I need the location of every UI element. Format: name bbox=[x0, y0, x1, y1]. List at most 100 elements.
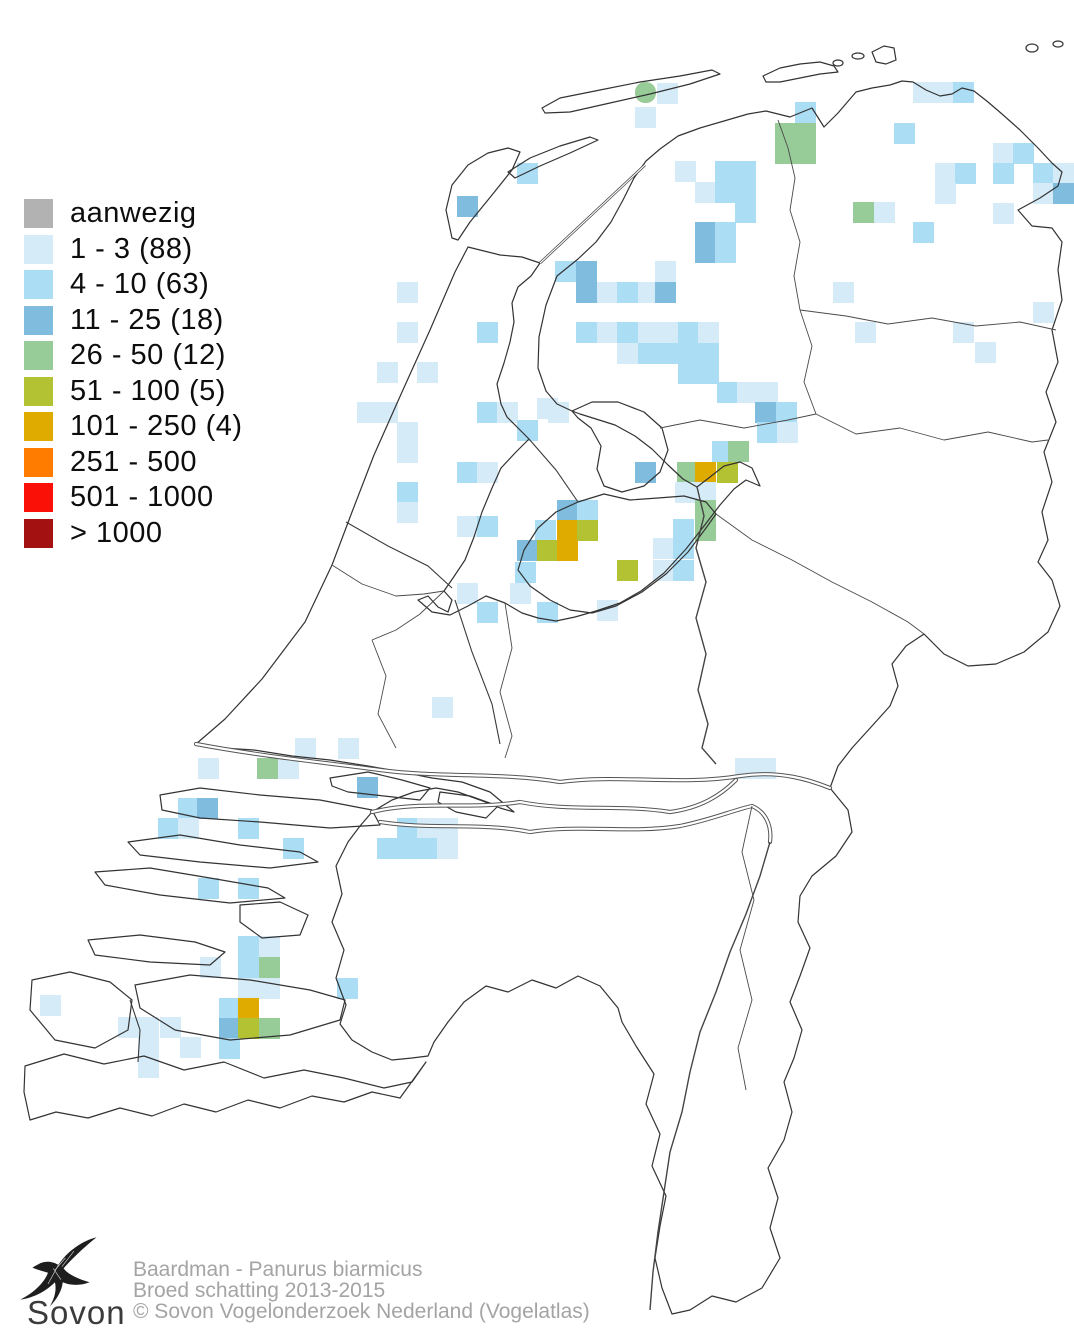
atlas-grid-cell bbox=[397, 442, 418, 463]
species-title: Baardman - Panurus biarmicus bbox=[133, 1258, 423, 1281]
border-groningen-drenthe bbox=[799, 309, 1057, 331]
atlas-grid-cell bbox=[993, 203, 1014, 224]
atlas-grid-cell bbox=[728, 441, 749, 462]
atlas-grid-cell bbox=[357, 402, 378, 423]
atlas-grid-cell bbox=[673, 519, 694, 540]
atlas-grid-cell bbox=[397, 422, 418, 443]
atlas-grid-cell bbox=[477, 322, 498, 343]
islet-2 bbox=[851, 52, 865, 60]
island-ijsselmonde bbox=[329, 771, 431, 801]
polder-flevoland bbox=[517, 493, 717, 614]
atlas-grid-cell bbox=[259, 1018, 280, 1039]
atlas-grid-cell bbox=[576, 322, 597, 343]
atlas-grid-cell bbox=[677, 462, 698, 483]
atlas-grid-cell bbox=[874, 202, 895, 223]
atlas-grid-cell bbox=[635, 107, 656, 128]
dike-inner-layer bbox=[539, 164, 646, 264]
atlas-grid-cell bbox=[755, 402, 776, 423]
border-overijssel-gelderland bbox=[715, 513, 925, 635]
atlas-grid-cell bbox=[457, 583, 478, 604]
atlas-grid-cell bbox=[833, 282, 854, 303]
border-utrecht-zuidholland bbox=[371, 639, 397, 749]
atlas-grid-cell bbox=[953, 322, 974, 343]
survey-period: Broed schatting 2013-2015 bbox=[133, 1279, 386, 1302]
atlas-grid-cell bbox=[678, 343, 699, 364]
atlas-grid-cell bbox=[219, 1038, 240, 1059]
atlas-grid-cell bbox=[238, 978, 259, 999]
river-maas-lower-inner bbox=[378, 804, 772, 844]
atlas-grid-cell bbox=[698, 363, 719, 384]
atlas-grid-cell bbox=[477, 402, 498, 423]
kanaal-walcheren bbox=[129, 999, 141, 1063]
atlas-grid-cell bbox=[417, 838, 438, 859]
border-gelderland-utrecht bbox=[499, 602, 513, 759]
atlas-grid-cell bbox=[432, 697, 453, 718]
legend-swatch-icon bbox=[24, 234, 53, 264]
copyright-line: © Sovon Vogelonderzoek Nederland (Vogela… bbox=[133, 1300, 590, 1323]
island-zuid-beveland bbox=[134, 974, 346, 1041]
atlas-grid-cell bbox=[197, 798, 218, 819]
atlas-grid-cell bbox=[577, 520, 598, 541]
legend-item: 11 - 25 (18) bbox=[24, 303, 243, 339]
atlas-grid-cell bbox=[40, 995, 61, 1016]
atlas-grid-cell bbox=[617, 343, 638, 364]
legend-label: > 1000 bbox=[70, 516, 163, 549]
atlas-grid-cell bbox=[515, 562, 536, 583]
atlas-grid-cell bbox=[913, 222, 934, 243]
atlas-grid-cell bbox=[178, 818, 199, 839]
atlas-grid-cell bbox=[695, 182, 716, 203]
border-drenthe-overijssel bbox=[815, 413, 1049, 443]
atlas-grid-cell bbox=[457, 196, 478, 217]
atlas-grid-cell bbox=[795, 143, 816, 164]
atlas-grid-cell bbox=[417, 818, 438, 839]
legend-item: 501 - 1000 bbox=[24, 480, 243, 516]
atlas-grid-cell bbox=[735, 161, 756, 182]
sovon-logo-text: Sovon bbox=[27, 1294, 126, 1331]
atlas-grid-cell bbox=[597, 322, 618, 343]
river-waal-inner bbox=[370, 778, 738, 814]
island-walcheren bbox=[29, 971, 133, 1049]
border-brabant-limburg bbox=[737, 805, 755, 1091]
legend-swatch-icon bbox=[24, 447, 53, 477]
atlas-grid-cell bbox=[673, 538, 694, 559]
atlas-grid-cell bbox=[537, 602, 558, 623]
island-tholen bbox=[239, 901, 309, 939]
atlas-grid-cell bbox=[735, 182, 756, 203]
atlas-grid-cell bbox=[437, 818, 458, 839]
atlas-grid-cell bbox=[138, 1017, 159, 1038]
noordzeekanaal bbox=[345, 521, 453, 589]
atlas-grid-cell bbox=[198, 758, 219, 779]
legend-swatch-icon bbox=[24, 341, 53, 371]
atlas-grid-cell bbox=[735, 202, 756, 223]
atlas-grid-cell bbox=[219, 1018, 240, 1039]
island-goeree bbox=[127, 834, 319, 869]
legend-label: 501 - 1000 bbox=[70, 481, 214, 514]
atlas-grid-cell bbox=[557, 500, 578, 521]
legend-label: 51 - 100 (5) bbox=[70, 374, 226, 407]
atlas-grid-cell bbox=[377, 838, 398, 859]
atlas-grid-cell bbox=[795, 123, 816, 144]
rivers-layer bbox=[193, 486, 833, 1311]
atlas-grid-cell bbox=[715, 242, 736, 263]
atlas-grid-cell bbox=[457, 516, 478, 537]
island-voorne-putten bbox=[159, 787, 381, 829]
legend-label: 1 - 3 (88) bbox=[70, 232, 193, 265]
border-friesland-groningen bbox=[777, 119, 801, 311]
atlas-grid-cell bbox=[238, 998, 259, 1019]
atlas-grid-cell bbox=[537, 540, 558, 561]
atlas-grid-cell bbox=[377, 402, 398, 423]
atlas-grid-cell bbox=[913, 82, 934, 103]
atlas-grid-cell bbox=[238, 957, 259, 978]
island-vlieland bbox=[507, 136, 599, 179]
atlas-grid-cell bbox=[894, 123, 915, 144]
island-schouwen bbox=[94, 867, 286, 904]
border-friesland-drenthe bbox=[799, 309, 817, 415]
atlas-grid-cell bbox=[180, 1037, 201, 1058]
atlas-grid-cell bbox=[200, 957, 221, 978]
legend-swatch-icon bbox=[24, 270, 53, 300]
islet-4 bbox=[1052, 40, 1064, 48]
atlas-grid-cell bbox=[397, 818, 418, 839]
canal-layer bbox=[129, 438, 579, 1063]
atlas-grid-cell bbox=[953, 82, 974, 103]
